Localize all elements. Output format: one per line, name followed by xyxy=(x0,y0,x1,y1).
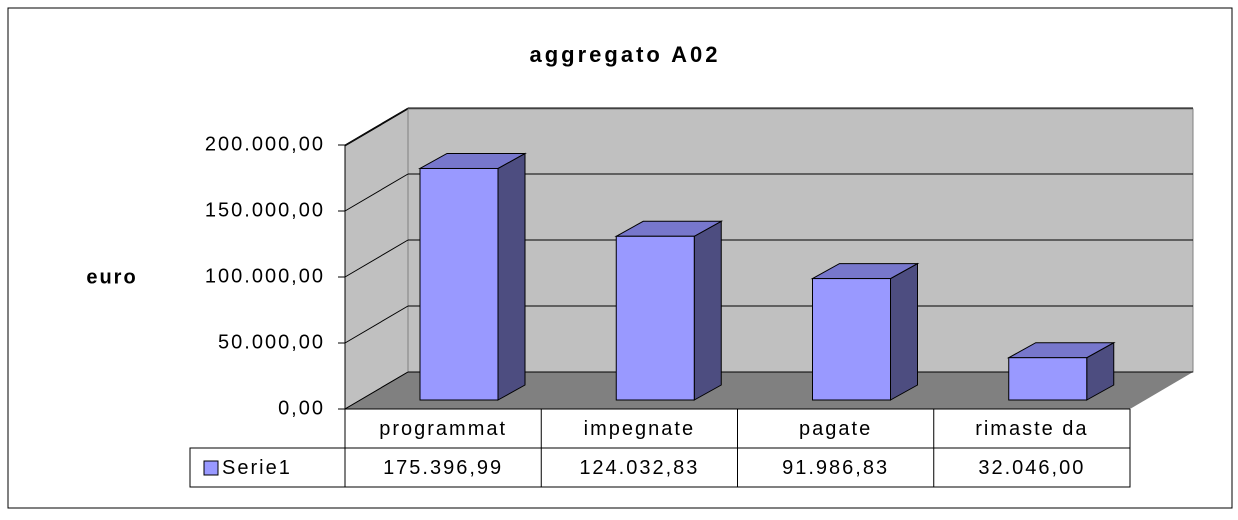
y-tick-label: 150.000,00 xyxy=(205,199,325,221)
y-tick-label: 0,00 xyxy=(278,397,325,419)
bar xyxy=(615,235,695,401)
grid-line xyxy=(344,173,409,212)
grid-line xyxy=(344,371,409,410)
y-tick-label: 50.000,00 xyxy=(218,331,325,353)
table-value: 91.986,83 xyxy=(782,457,889,479)
legend-label: Serie1 xyxy=(222,457,292,479)
chart-title: aggregato A02 xyxy=(529,42,720,67)
x-tick-label: impegnate xyxy=(584,418,695,440)
grid-line xyxy=(344,239,409,278)
table-border xyxy=(189,447,1131,488)
table-value: 124.032,83 xyxy=(579,457,699,479)
grid-line xyxy=(344,305,409,344)
bar-side xyxy=(497,152,526,401)
y-tick-label: 100.000,00 xyxy=(205,265,325,287)
bar xyxy=(1008,357,1088,401)
bar xyxy=(812,278,891,401)
bar-side xyxy=(693,220,722,401)
legend-swatch xyxy=(203,460,219,476)
y-tick-label: 200.000,00 xyxy=(205,133,325,155)
x-tick-label: rimaste da xyxy=(975,418,1088,440)
grid-line xyxy=(344,107,409,146)
x-tick-label: programmat xyxy=(379,418,507,440)
floor xyxy=(345,372,1193,409)
table-value: 175.396,99 xyxy=(383,457,503,479)
bar xyxy=(419,167,499,401)
y-axis-label: euro xyxy=(86,266,137,288)
x-tick-label: pagate xyxy=(799,418,872,440)
table-value: 32.046,00 xyxy=(978,457,1085,479)
bar-side xyxy=(890,262,918,401)
